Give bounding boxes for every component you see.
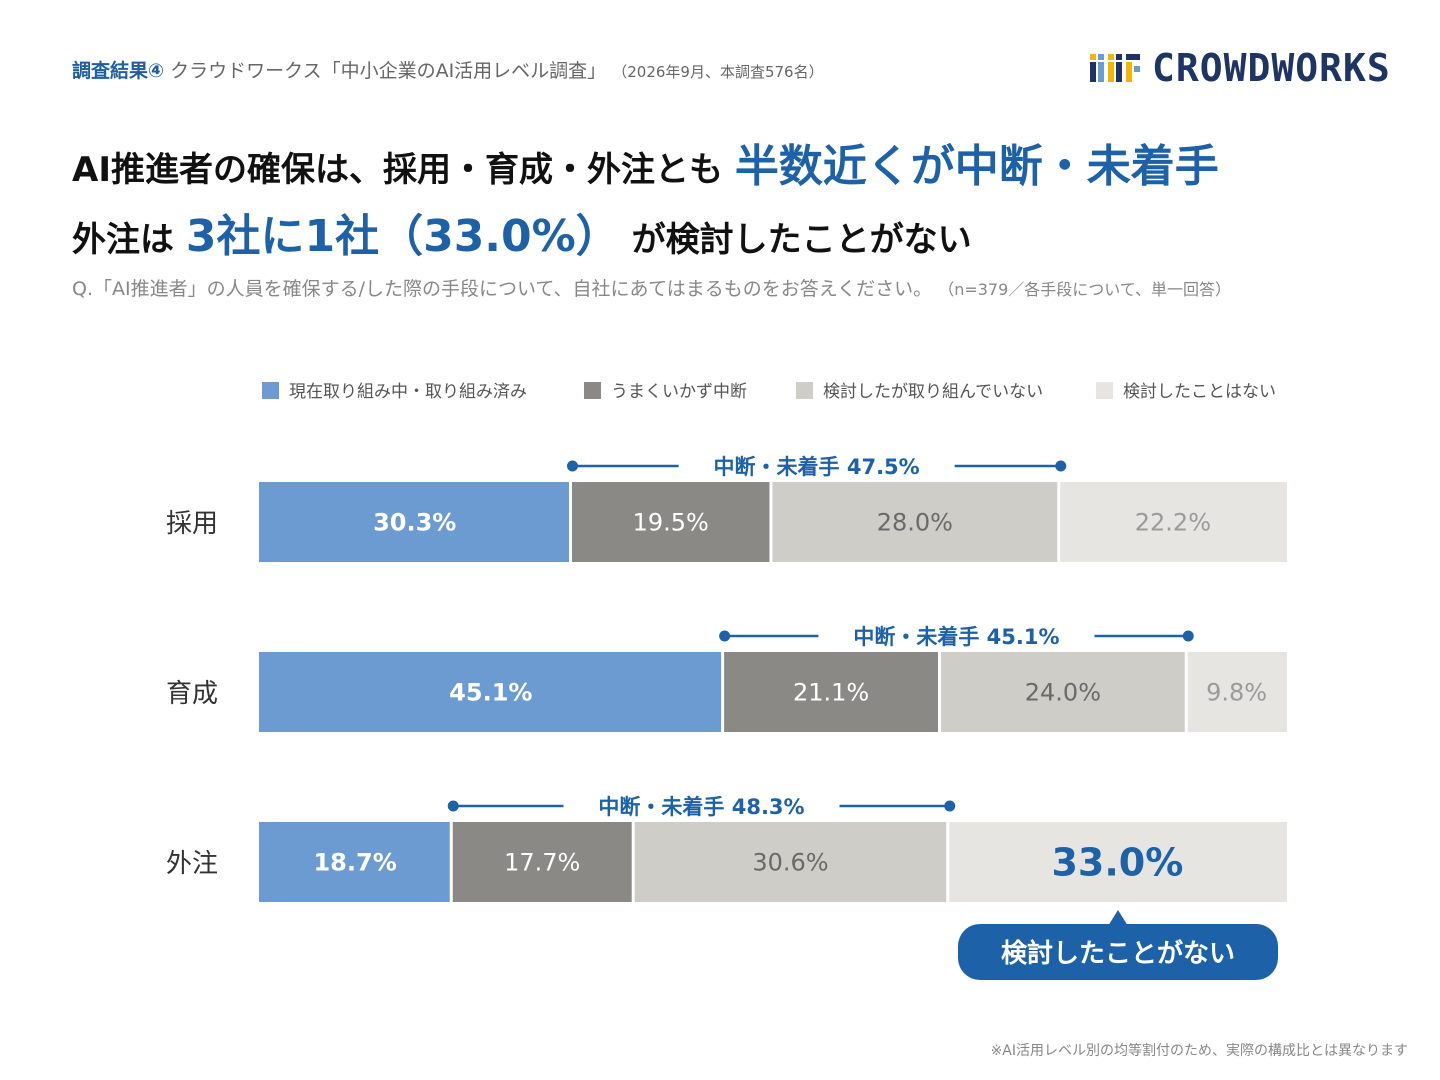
headline-1-highlight: 半数近くが中断・未着手: [734, 141, 1219, 192]
bar-segment: [1060, 482, 1287, 562]
bracket-dot: [447, 800, 459, 812]
bar-segment: [772, 482, 1058, 562]
bracket-dot: [1182, 630, 1194, 642]
bar-segment: [259, 482, 569, 562]
value-label: 22.2%: [1135, 509, 1211, 537]
headline-1-prefix: AI推進者の確保は、採用・育成・外注とも: [72, 150, 723, 190]
value-label: 30.3%: [373, 509, 456, 537]
value-label: 45.1%: [449, 679, 532, 707]
bracket-dot: [1055, 460, 1067, 472]
bar-segment: [571, 482, 770, 562]
value-label: 33.0%: [1051, 841, 1183, 885]
legend-label: 検討したが取り組んでいない: [823, 382, 1043, 402]
question-meta: （n=379／各手段について、単一回答）: [938, 280, 1232, 299]
headline-2-prefix: 外注は: [72, 220, 174, 260]
row-label: 外注: [166, 849, 218, 879]
bar-segment: [941, 652, 1185, 732]
legend-swatch: [796, 382, 813, 399]
headline-line-1: AI推進者の確保は、採用・育成・外注とも 半数近くが中断・未着手: [72, 130, 1219, 194]
bar-segment: [259, 652, 722, 732]
bar-segment: [724, 652, 939, 732]
value-label: 28.0%: [877, 509, 953, 537]
survey-title: クラウドワークス「中小企業のAI活用レベル調査」: [170, 60, 607, 82]
row-label: 採用: [166, 509, 218, 539]
legend-label: 現在取り組み中・取り組み済み: [289, 382, 527, 402]
headline-2-suffix: が検討したことがない: [631, 220, 972, 260]
value-label: 9.8%: [1206, 679, 1267, 707]
callout-pointer: [1108, 910, 1128, 926]
bracket-annotation: 中断・未着手 45.1%: [853, 625, 1059, 649]
question-text: Q.「AI推進者」の人員を確保する/した際の手段について、自社にあてはまるものを…: [72, 278, 933, 300]
callout-text: 検討したことがない: [1001, 938, 1235, 969]
legend-swatch: [584, 382, 601, 399]
survey-period: （2026年9月、本調査576名）: [612, 63, 824, 81]
headline-line-2: 外注は 3社に1社（33.0%） が検討したことがない: [72, 200, 972, 264]
footnote: ※AI活用レベル別の均等割付のため、実際の構成比とは異なります: [990, 1043, 1408, 1059]
bar-segment: [452, 822, 632, 902]
value-label: 24.0%: [1025, 679, 1101, 707]
value-label: 18.7%: [313, 849, 396, 877]
row-label: 育成: [166, 679, 218, 709]
value-label: 21.1%: [793, 679, 869, 707]
crowdworks-logo-icon: [1090, 54, 1140, 82]
crowdworks-logo: CROWDWORKS: [1088, 46, 1391, 90]
bar-segment: [1187, 652, 1287, 732]
survey-question: Q.「AI推進者」の人員を確保する/した際の手段について、自社にあてはまるものを…: [72, 274, 1231, 301]
legend-swatch: [262, 382, 279, 399]
legend-label: うまくいかず中断: [611, 382, 747, 402]
bracket-annotation: 中断・未着手 48.3%: [598, 795, 804, 819]
bracket-annotation: 中断・未着手 47.5%: [714, 455, 920, 479]
bar-segment: [259, 822, 450, 902]
headline-2-highlight: 3社に1社（33.0%）: [185, 211, 620, 262]
bracket-dot: [719, 630, 731, 642]
survey-result-tag: 調査結果④: [72, 60, 165, 82]
value-label: 19.5%: [633, 509, 709, 537]
header-line: 調査結果④ クラウドワークス「中小企業のAI活用レベル調査」 （2026年9月、…: [72, 56, 824, 83]
logo-text: CROWDWORKS: [1152, 46, 1391, 90]
value-label: 30.6%: [752, 849, 828, 877]
legend-label: 検討したことはない: [1123, 382, 1276, 402]
legend-swatch: [1096, 382, 1113, 399]
bar-segment: [634, 822, 947, 902]
bracket-dot: [944, 800, 956, 812]
callout-bubble: [958, 924, 1278, 980]
bracket-dot: [566, 460, 578, 472]
value-label: 17.7%: [504, 849, 580, 877]
bar-segment: [949, 822, 1287, 902]
